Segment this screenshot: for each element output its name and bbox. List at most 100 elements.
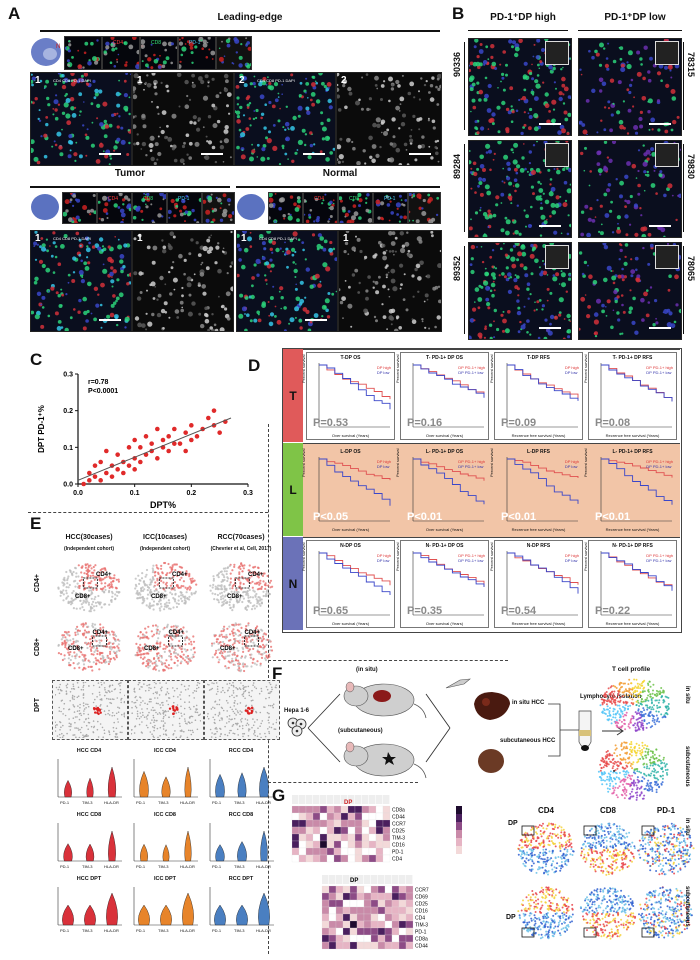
- tsne-dot: [248, 694, 251, 697]
- tsne-dot: [247, 569, 250, 572]
- cell-dot: [85, 154, 88, 157]
- scale-bar: [201, 153, 223, 155]
- tsne-dot: [234, 633, 237, 636]
- tsne-dot: [139, 631, 142, 634]
- cell-dot: [166, 89, 170, 93]
- tsne-dot: [111, 690, 113, 692]
- tsne-dot: [116, 594, 119, 597]
- tsne-dot: [76, 644, 79, 647]
- cell-dot: [602, 243, 607, 246]
- cell-dot: [109, 157, 113, 160]
- tsne-dot: [118, 682, 121, 685]
- b-low-id: 79830: [686, 154, 696, 180]
- cell-dot: [313, 313, 319, 318]
- cell-dot: [68, 79, 71, 83]
- cell-dot: [537, 336, 541, 339]
- cell-dot: [54, 108, 58, 112]
- tsne-dot: [146, 708, 148, 710]
- tsne-dot: [242, 597, 245, 600]
- tsne-dot: [74, 633, 77, 637]
- scatter-point: [189, 423, 194, 428]
- tsne-dot: [152, 564, 155, 567]
- tsne-dot: [110, 583, 113, 586]
- tsne-dot: [188, 694, 191, 697]
- tsne-dot: [194, 711, 197, 713]
- km-x-label: Recrence free survival (Years): [605, 621, 660, 626]
- cell-dot: [517, 294, 520, 297]
- cell-dot: [411, 319, 417, 324]
- cell-dot: [115, 316, 118, 320]
- tsne-dot: [160, 689, 163, 692]
- cell-dot: [160, 81, 163, 84]
- tsne-dot: [103, 682, 105, 684]
- km-legend: DP PD-1+ high DP PD-1+ low: [646, 553, 673, 563]
- tsne-dot: [97, 594, 100, 598]
- km-p-value: P=0.16: [407, 417, 443, 429]
- cell-dot: [86, 245, 89, 248]
- cell-dot: [644, 173, 647, 176]
- cell-dot: [492, 276, 497, 280]
- tsne-dot: [62, 724, 64, 727]
- cell-dot: [487, 58, 490, 61]
- cell-dot: [395, 147, 401, 153]
- tsne-dot: [144, 690, 147, 692]
- tsne-dot: [149, 578, 152, 581]
- scatter-point: [166, 448, 171, 454]
- cell-dot: [379, 145, 382, 149]
- km-curves: [506, 551, 579, 616]
- tsne-dot: [152, 624, 155, 627]
- cell-dot: [596, 162, 601, 166]
- tsne-dot: [244, 656, 247, 659]
- cell-dot: [222, 250, 225, 254]
- cell-dot: [437, 160, 440, 163]
- cell-dot: [107, 256, 113, 262]
- tsne-dot: [158, 600, 161, 603]
- tsne-dot: [233, 686, 235, 688]
- tsne-dot: [91, 693, 94, 695]
- tsne-dot: [82, 684, 85, 687]
- cell-dot: [612, 309, 615, 312]
- km-x-label: Over survival (Years): [425, 527, 464, 532]
- tsne-dot: [237, 649, 240, 652]
- cell-dot: [194, 45, 198, 49]
- cell-dot: [254, 85, 257, 88]
- tsne-dot: [170, 637, 173, 640]
- tsne-dot: [241, 640, 244, 643]
- cell-dot: [329, 215, 333, 218]
- thumb-pd1-label: PD-1: [384, 196, 396, 202]
- cell-dot: [118, 193, 123, 197]
- cell-dot: [514, 183, 520, 188]
- tsne-dot: [175, 602, 178, 605]
- cell-dot: [469, 160, 472, 165]
- tsne-dot: [112, 580, 115, 583]
- tsne-dot: [109, 658, 112, 661]
- tsne-dot: [149, 588, 152, 592]
- tsne-dot: [104, 582, 107, 585]
- tsne-dot: [108, 660, 111, 663]
- tsne-dot: [107, 712, 109, 715]
- tsne-dot: [221, 594, 224, 597]
- tsne-dot: [104, 689, 106, 691]
- cell-dot: [553, 230, 558, 235]
- tsne-dot: [153, 736, 155, 738]
- cell-dot: [123, 243, 128, 248]
- cell-dot: [351, 215, 356, 221]
- cell-dot: [45, 238, 48, 241]
- cell-dot: [116, 137, 121, 142]
- cell-dot: [144, 81, 148, 85]
- cell-dot: [238, 63, 243, 68]
- tsne-dot: [98, 661, 101, 664]
- cell-dot: [502, 310, 505, 313]
- tsne-dot: [232, 732, 234, 735]
- cell-dot: [546, 328, 551, 333]
- cell-dot: [674, 274, 679, 280]
- region-number: 1: [35, 233, 41, 244]
- region-number: 1: [137, 233, 143, 244]
- tsne-dot: [153, 727, 156, 729]
- cell-dot: [259, 94, 265, 100]
- tsne-dot: [170, 625, 173, 628]
- cell-dot: [390, 268, 396, 274]
- cell-dot: [179, 212, 184, 217]
- tsne-dot: [79, 703, 81, 706]
- cell-dot: [65, 98, 71, 103]
